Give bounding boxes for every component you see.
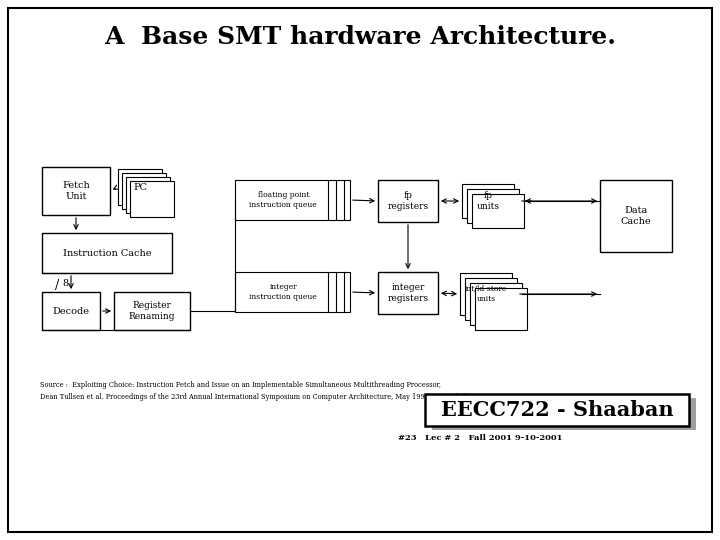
Bar: [460, 273, 512, 315]
Bar: [600, 180, 672, 252]
Bar: [122, 173, 166, 209]
Bar: [425, 394, 689, 426]
Bar: [114, 292, 190, 330]
Bar: [472, 194, 524, 228]
Text: #23   Lec # 2   Fall 2001 9-10-2001: #23 Lec # 2 Fall 2001 9-10-2001: [397, 434, 562, 442]
Bar: [118, 169, 162, 205]
Text: 8: 8: [62, 279, 68, 287]
Bar: [465, 278, 517, 320]
Text: PC: PC: [133, 183, 147, 192]
Text: Data
Cache: Data Cache: [621, 206, 652, 226]
Bar: [126, 177, 170, 213]
Text: Dean Tullsen et al. Proceedings of the 23rd Annual International Symposium on Co: Dean Tullsen et al. Proceedings of the 2…: [40, 393, 485, 401]
Bar: [475, 288, 527, 330]
Bar: [130, 181, 174, 217]
Text: EECC722 - Shaaban: EECC722 - Shaaban: [441, 400, 673, 420]
Bar: [42, 292, 100, 330]
Text: fp
units: fp units: [477, 191, 500, 211]
Text: integer
registers: integer registers: [387, 284, 428, 303]
Text: int/ld-store
units: int/ld-store units: [465, 286, 507, 302]
Text: Fetch
Unit: Fetch Unit: [62, 181, 90, 201]
Text: fp
registers: fp registers: [387, 191, 428, 211]
Text: Decode: Decode: [53, 307, 89, 315]
Text: floating point
instruction queue: floating point instruction queue: [249, 191, 318, 208]
Bar: [462, 184, 514, 218]
Bar: [378, 272, 438, 314]
Text: Register
Renaming: Register Renaming: [129, 301, 175, 321]
Bar: [378, 180, 438, 222]
Bar: [42, 233, 172, 273]
Text: integer
instruction queue: integer instruction queue: [249, 284, 318, 301]
Bar: [470, 283, 522, 325]
Text: Source :  Exploiting Choice: Instruction Fetch and Issue on an Implementable Sim: Source : Exploiting Choice: Instruction …: [40, 381, 441, 389]
Text: /: /: [55, 280, 59, 293]
Text: Instruction Cache: Instruction Cache: [63, 248, 151, 258]
Bar: [235, 272, 350, 312]
Bar: [235, 180, 350, 220]
Bar: [42, 167, 110, 215]
Text: A  Base SMT hardware Architecture.: A Base SMT hardware Architecture.: [104, 25, 616, 49]
Bar: [432, 398, 696, 430]
Bar: [467, 189, 519, 223]
